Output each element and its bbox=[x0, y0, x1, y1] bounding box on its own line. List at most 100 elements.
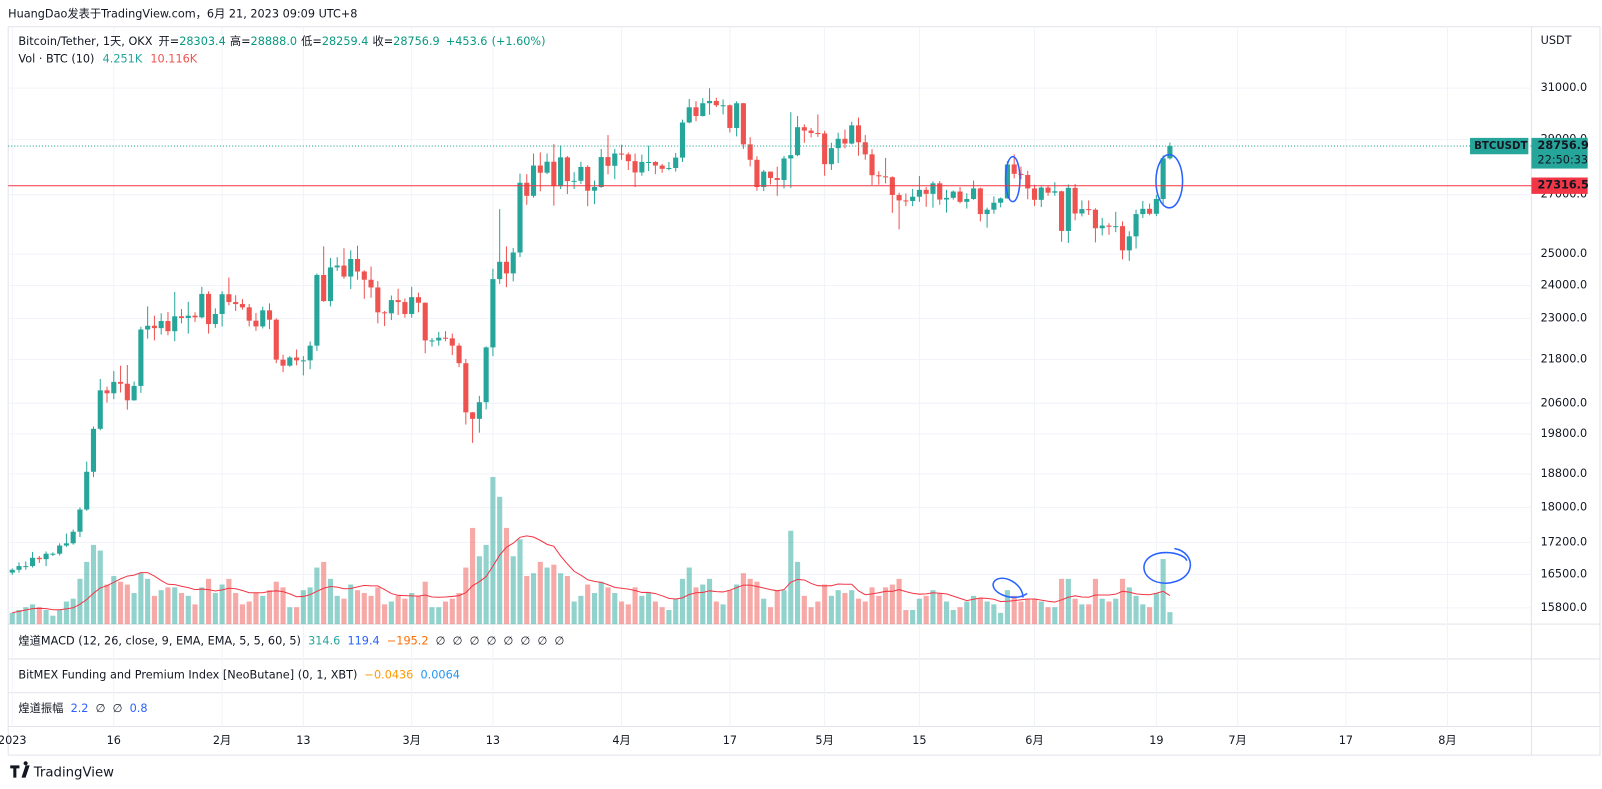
volume-bar bbox=[991, 604, 997, 625]
volume-bar bbox=[151, 595, 157, 625]
volume-bar bbox=[524, 576, 530, 625]
candle-body bbox=[321, 274, 327, 302]
x-tick-label: 3月 bbox=[402, 734, 420, 747]
candle-body bbox=[1133, 214, 1139, 237]
candle-body bbox=[415, 297, 421, 303]
candle-body bbox=[138, 329, 144, 386]
x-tick-label: 17 bbox=[723, 734, 737, 747]
volume-bar bbox=[124, 584, 130, 625]
y-tick-label: 18800.0 bbox=[1541, 467, 1588, 480]
candle-body bbox=[497, 261, 503, 280]
pane-value: 314.6 bbox=[308, 635, 340, 648]
volume-bar bbox=[971, 595, 977, 625]
volume-bar bbox=[395, 595, 401, 625]
logo-icon bbox=[10, 761, 30, 778]
candle-body bbox=[937, 183, 943, 200]
candle-body bbox=[720, 105, 726, 107]
candle-body bbox=[564, 157, 570, 182]
candle-body bbox=[612, 153, 618, 166]
candle-body bbox=[930, 183, 936, 194]
volume-bar bbox=[639, 595, 645, 625]
volume-bar bbox=[1004, 590, 1010, 625]
y-tick-label: 24000.0 bbox=[1541, 279, 1588, 292]
candle-body bbox=[1153, 198, 1159, 214]
volume-bar bbox=[219, 584, 225, 625]
volume-bar bbox=[693, 587, 699, 625]
candle-body bbox=[950, 191, 956, 198]
candle-body bbox=[84, 471, 90, 510]
volume-bar bbox=[131, 593, 137, 625]
volume-bar bbox=[348, 584, 354, 625]
high-label: 高= bbox=[230, 34, 251, 48]
candle-body bbox=[855, 125, 862, 143]
candle-body bbox=[727, 105, 733, 128]
volume-bar bbox=[1086, 604, 1092, 625]
candle-body bbox=[90, 428, 97, 472]
volume-bar bbox=[537, 561, 543, 625]
candle-body bbox=[260, 310, 266, 327]
candle-body bbox=[1018, 173, 1024, 175]
volume-bar bbox=[910, 610, 916, 625]
candle-body bbox=[625, 154, 631, 162]
candle-body bbox=[828, 148, 834, 165]
volume-bar bbox=[1092, 578, 1098, 625]
volume-bar bbox=[158, 590, 164, 625]
candle-body bbox=[104, 390, 110, 394]
pane-legend: 煌道MACD (12, 26, close, 9, EMA, EMA, 5, 5… bbox=[18, 634, 564, 648]
axis-unit: USDT bbox=[1541, 34, 1572, 47]
volume-bar bbox=[1072, 598, 1078, 625]
candle-body bbox=[1119, 226, 1126, 251]
candle-body bbox=[456, 345, 462, 364]
annotation-circle bbox=[992, 577, 1028, 599]
volume-bar bbox=[226, 578, 232, 625]
volume-bar bbox=[503, 527, 510, 625]
candle-body bbox=[178, 316, 185, 318]
candle-body bbox=[314, 274, 320, 346]
candle-body bbox=[23, 566, 29, 568]
volume-bar bbox=[666, 610, 672, 625]
candle-body bbox=[700, 103, 706, 117]
x-tick-label: 4月 bbox=[612, 734, 630, 747]
volume-value: 4.251K bbox=[103, 52, 143, 65]
volume-bar bbox=[551, 564, 557, 625]
volume-bar bbox=[442, 601, 449, 625]
volume-bar bbox=[1065, 578, 1071, 625]
candle-body bbox=[111, 381, 117, 394]
volume-bar bbox=[828, 595, 834, 625]
candle-body bbox=[679, 122, 686, 158]
change: +453.6 bbox=[446, 35, 488, 48]
candle-body bbox=[788, 155, 794, 159]
candle-body bbox=[185, 315, 191, 318]
volume-bar bbox=[1099, 598, 1105, 625]
candle-body bbox=[530, 165, 537, 196]
volume-bar bbox=[1106, 601, 1112, 625]
candle-body bbox=[713, 100, 719, 106]
volume-bar bbox=[463, 567, 469, 625]
candle-body bbox=[429, 340, 435, 342]
candle-body bbox=[517, 182, 523, 253]
annotations bbox=[992, 153, 1192, 599]
volume-bar bbox=[36, 607, 42, 625]
pane-value: 119.4 bbox=[347, 635, 379, 648]
candle-body bbox=[368, 279, 374, 288]
volume-bar bbox=[16, 610, 22, 625]
candle-body bbox=[659, 165, 665, 169]
volume-bar bbox=[294, 607, 300, 625]
volume-bar bbox=[903, 610, 909, 625]
pane-value: −195.2 bbox=[387, 635, 429, 648]
volume-bar bbox=[686, 567, 692, 625]
volume-bar bbox=[923, 595, 929, 625]
candle-body bbox=[382, 312, 388, 314]
volume-bar bbox=[659, 607, 665, 625]
candle-body bbox=[1052, 191, 1058, 193]
candle-body bbox=[957, 191, 963, 202]
volume-bar bbox=[618, 601, 625, 625]
candle-body bbox=[422, 302, 428, 341]
volume-bar bbox=[300, 590, 306, 625]
y-tick-label: 31000.0 bbox=[1541, 81, 1588, 94]
candle-body bbox=[307, 345, 313, 361]
candle-body bbox=[1160, 158, 1166, 199]
candle-body bbox=[537, 165, 543, 173]
candle-body bbox=[903, 200, 909, 202]
volume-bar bbox=[646, 593, 652, 625]
